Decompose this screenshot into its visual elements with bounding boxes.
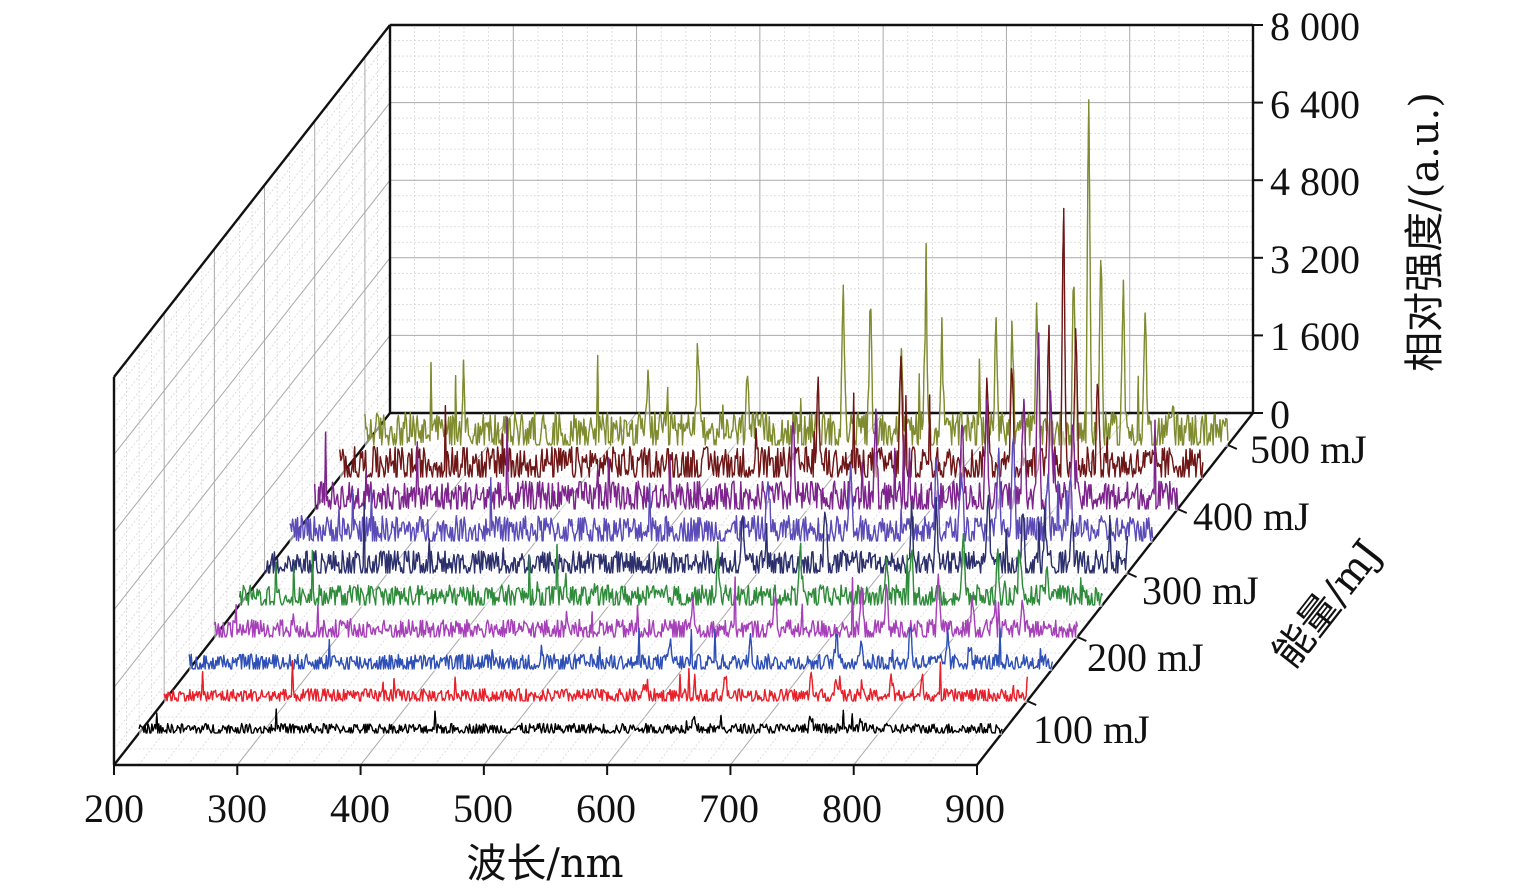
spectrum-occluder	[314, 333, 1178, 511]
side-wall-gridline	[113, 350, 391, 704]
z-tick-label: 4 800	[1270, 159, 1360, 204]
floor-gridline	[138, 412, 415, 766]
side-wall-gridline	[113, 257, 391, 611]
y-tick-label: 400 mJ	[1193, 494, 1310, 539]
spectrum-line	[364, 99, 1229, 446]
x-tick-label: 300	[207, 786, 267, 831]
spectrum-occluder	[139, 709, 1003, 735]
side-wall-gridline	[113, 335, 391, 688]
side-wall-gridline	[113, 40, 391, 393]
side-wall-gridline	[113, 319, 391, 673]
side-wall-gridline	[113, 242, 391, 595]
spectrum-line	[339, 207, 1204, 478]
spectrum-line	[314, 332, 1179, 510]
x-tick-label: 500	[453, 786, 513, 831]
z-tick-label: 1 600	[1270, 314, 1360, 359]
side-wall-gridline	[113, 210, 391, 564]
side-wall-gridline	[113, 381, 391, 735]
side-wall-gridline	[113, 55, 391, 409]
y-tick	[1076, 636, 1087, 642]
y-tick	[1127, 572, 1137, 578]
x-tick-label: 700	[699, 786, 759, 831]
y-tick-label: 200 mJ	[1087, 635, 1204, 680]
y-tick-label: 100 mJ	[1033, 707, 1150, 752]
x-tick-label: 800	[822, 786, 882, 831]
spectrum-line	[213, 573, 1079, 638]
spectrum-line	[264, 494, 1129, 574]
z-tick-label: 3 200	[1270, 237, 1360, 282]
x-tick-label: 600	[576, 786, 636, 831]
z-axis-title: 相对强度/(a.u.)	[1402, 92, 1448, 372]
axis-edge	[113, 24, 391, 378]
side-wall-gridline	[113, 86, 391, 440]
side-wall-gridline	[113, 288, 391, 642]
side-wall-gridline	[113, 71, 391, 424]
side-wall-gridline	[113, 179, 391, 533]
x-tick-label: 200	[84, 786, 144, 831]
side-wall-gridline	[113, 164, 391, 517]
back-wall-grid	[113, 24, 1254, 766]
side-wall-gridline	[113, 117, 391, 471]
y-tick	[1177, 508, 1188, 514]
spectrum-occluder	[164, 660, 1028, 703]
axes-frame	[112, 23, 1263, 775]
z-tick-label: 8 000	[1270, 4, 1360, 49]
x-tick-label: 900	[945, 786, 1005, 831]
axis-edge	[976, 412, 1254, 766]
side-wall-gridline	[113, 273, 391, 626]
z-tick-label: 6 400	[1270, 82, 1360, 127]
spectrum-line	[163, 660, 1028, 702]
spectrum-line	[238, 533, 1104, 606]
y-tick	[1026, 700, 1037, 706]
side-wall-gridline	[113, 195, 391, 548]
side-wall-gridline	[113, 148, 391, 502]
y-tick-label: 300 mJ	[1142, 568, 1259, 613]
y-tick-labels: 100 mJ 200 mJ 300 mJ 400 mJ 500 mJ	[1033, 427, 1367, 752]
z-tick-label: 0	[1270, 392, 1290, 437]
spectra-series	[138, 99, 1229, 735]
x-tick-label: 400	[330, 786, 390, 831]
spectrum-line	[188, 626, 1053, 670]
spectrum-occluder	[364, 99, 1228, 448]
x-axis-title: 波长/nm	[466, 841, 623, 887]
side-wall-gridline	[113, 102, 391, 455]
side-wall-gridline	[113, 226, 391, 580]
y-tick	[1227, 444, 1238, 450]
spectrum-line	[138, 708, 1003, 734]
side-wall-gridline	[113, 304, 391, 657]
x-tick-labels: 200 300 400 500 600 700 800 900	[84, 786, 1005, 831]
spectrum-line	[289, 437, 1154, 542]
side-wall-gridline	[113, 366, 391, 719]
y-tick-label: 500 mJ	[1250, 427, 1367, 472]
side-wall-gridline	[113, 133, 391, 486]
z-tick-labels: 0 1 600 3 200 4 800 6 400 8 000	[1270, 4, 1360, 437]
y-axis-title: 能量/mJ	[1264, 532, 1391, 677]
